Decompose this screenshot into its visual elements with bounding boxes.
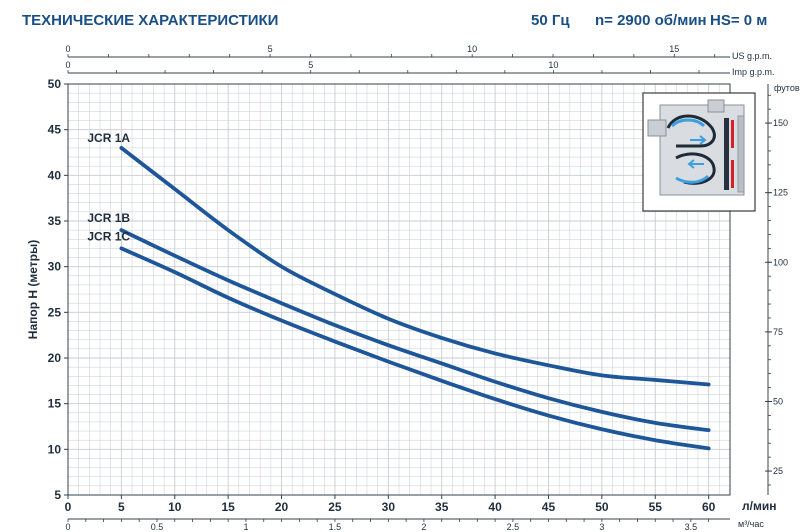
m3h-tick-label: 2 bbox=[421, 522, 426, 532]
series-label: JCR 1C bbox=[87, 229, 130, 243]
y-tick-label: 5 bbox=[54, 488, 61, 502]
m3h-tick-label: 3.5 bbox=[685, 522, 698, 532]
usgpm-tick-label: 15 bbox=[669, 44, 679, 54]
x-tick-label: 5 bbox=[118, 500, 125, 514]
x-tick-label: 55 bbox=[649, 500, 663, 514]
curve-labels: JCR 1A JCR 1B JCR 1C bbox=[87, 131, 130, 243]
feet-axis-label: футов bbox=[774, 83, 800, 93]
x-tick-label: 30 bbox=[382, 500, 396, 514]
impgpm-tick-label: 0 bbox=[65, 60, 70, 70]
x-tick-label: 10 bbox=[168, 500, 182, 514]
chart-grid bbox=[67, 83, 731, 496]
feet-tick-label: 75 bbox=[773, 327, 783, 337]
y-tick-label: 40 bbox=[48, 168, 62, 182]
performance-curves bbox=[119, 146, 711, 451]
y-tick-label: 45 bbox=[48, 123, 62, 137]
m3h-axis-label: м³/час bbox=[738, 519, 764, 529]
m3h-tick-label: 1.5 bbox=[329, 522, 342, 532]
m3h-tick-label: 0.5 bbox=[151, 522, 164, 532]
y-tick-label: 35 bbox=[48, 214, 62, 228]
series-label: JCR 1B bbox=[87, 211, 130, 225]
plot-frame bbox=[67, 83, 731, 496]
impgpm-axis-label: Imp g.p.m. bbox=[732, 67, 775, 77]
curve-jcr-1a bbox=[119, 146, 711, 387]
m3h-tick-label: 2.5 bbox=[507, 522, 520, 532]
y-tick-label: 25 bbox=[48, 305, 62, 319]
speed-label: n= 2900 об/мин bbox=[595, 12, 707, 29]
curve-jcr-1c bbox=[119, 246, 711, 451]
y-tick-label: 15 bbox=[48, 397, 62, 411]
impgpm-tick-label: 10 bbox=[548, 60, 558, 70]
usgpm-axis-label: US g.p.m. bbox=[732, 51, 772, 61]
x-tick-label: 40 bbox=[488, 500, 502, 514]
x-tick-label: 60 bbox=[702, 500, 716, 514]
x-tick-label: 0 bbox=[65, 500, 72, 514]
usgpm-tick-label: 0 bbox=[65, 44, 70, 54]
y-tick-label: 20 bbox=[48, 351, 62, 365]
m3h-tick-label: 0 bbox=[65, 522, 70, 532]
x-tick-label: 35 bbox=[435, 500, 449, 514]
y-tick-label: 10 bbox=[48, 442, 62, 456]
chart-axes bbox=[67, 83, 731, 496]
x-tick-label: 15 bbox=[221, 500, 235, 514]
feet-tick-label: 25 bbox=[773, 466, 783, 476]
x-tick-label: 45 bbox=[542, 500, 556, 514]
series-label: JCR 1A bbox=[87, 131, 130, 145]
feet-tick-label: 100 bbox=[773, 257, 788, 267]
y-axis-label: Напор H (метры) bbox=[26, 240, 40, 339]
usgpm-tick-label: 10 bbox=[467, 44, 477, 54]
m3h-tick-label: 1 bbox=[243, 522, 248, 532]
chart-header: ТЕХНИЧЕСКИЕ ХАРАКТЕРИСТИКИ 50 Гц n= 2900… bbox=[0, 0, 807, 40]
frequency-label: 50 Гц bbox=[531, 12, 570, 29]
x-tick-label: 50 bbox=[595, 500, 609, 514]
impgpm-tick-label: 5 bbox=[308, 60, 313, 70]
y-tick-label: 30 bbox=[48, 260, 62, 274]
y-tick-label: 50 bbox=[48, 77, 62, 91]
feet-tick-label: 125 bbox=[773, 188, 788, 198]
feet-tick-label: 150 bbox=[773, 118, 788, 128]
hs-label: HS= 0 м bbox=[710, 12, 768, 29]
x-tick-label: 25 bbox=[328, 500, 342, 514]
x-axis-label: л/мин bbox=[742, 499, 776, 513]
usgpm-tick-label: 5 bbox=[268, 44, 273, 54]
feet-tick-label: 50 bbox=[773, 396, 783, 406]
x-tick-label: 20 bbox=[275, 500, 289, 514]
page-title: ТЕХНИЧЕСКИЕ ХАРАКТЕРИСТИКИ bbox=[22, 12, 279, 29]
pump-illustration-icon bbox=[642, 92, 756, 212]
chart-ticks: 0 5 10 15 20 25 30 35 40 45 50 55 60 л/мин51015202530… bbox=[26, 44, 800, 532]
curve-jcr-1b bbox=[119, 228, 711, 433]
m3h-tick-label: 3 bbox=[599, 522, 604, 532]
